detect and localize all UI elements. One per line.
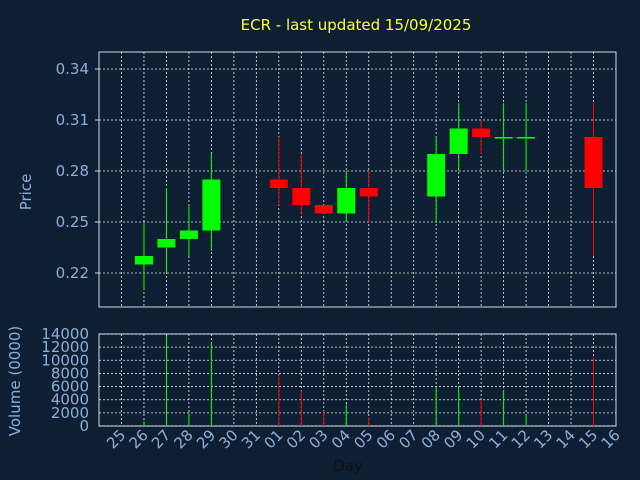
volume-tick-label: 0 [79,417,89,435]
candle-body [269,179,288,188]
volume-plot-frame [98,333,617,427]
price-tick-label: 0.28 [56,162,89,180]
price-tick-label: 0.34 [56,60,89,78]
volume-tick-label: 10000 [41,351,89,369]
candle-body [517,137,536,139]
candle-body [359,188,378,197]
price-plot-frame [98,51,617,308]
candle-body [314,205,333,214]
candle-body [157,239,176,248]
x-ticks: 2526272829303101020304050607080910111213… [103,426,624,452]
candle-body [134,256,153,265]
candle-body [472,128,491,137]
price-tick-label: 0.25 [56,213,89,231]
candle-body [179,230,198,239]
candle-body [292,188,311,205]
volume-tick-label: 14000 [41,325,89,343]
chart-title: ECR - last updated 15/09/2025 [241,16,472,34]
volume-tick-label: 8000 [51,364,89,382]
price-axis-label: Price [17,174,35,211]
volume-bars [143,335,595,426]
volume-grid [99,333,616,427]
candle-body [494,137,513,139]
price-tick-label: 0.31 [56,111,89,129]
price-tick-label: 0.22 [56,264,89,282]
candle-body [202,179,221,231]
candle-body [427,154,446,197]
volume-axis-label: Volume (0000) [6,326,24,436]
price-y-ticks: 0.22 0.25 0.28 0.31 0.34 [56,60,99,282]
volume-tick-label: 2000 [51,404,89,422]
candle-body [449,128,468,154]
x-axis-label: Day [333,457,363,475]
volume-tick-label: 6000 [51,378,89,396]
x-tick-label: 16 [598,426,624,452]
volume-tick-label: 12000 [41,338,89,356]
price-grid [99,52,616,307]
candle-body [337,188,356,214]
candle-body [584,137,603,188]
candlesticks [134,103,603,290]
volume-tick-label: 4000 [51,391,89,409]
